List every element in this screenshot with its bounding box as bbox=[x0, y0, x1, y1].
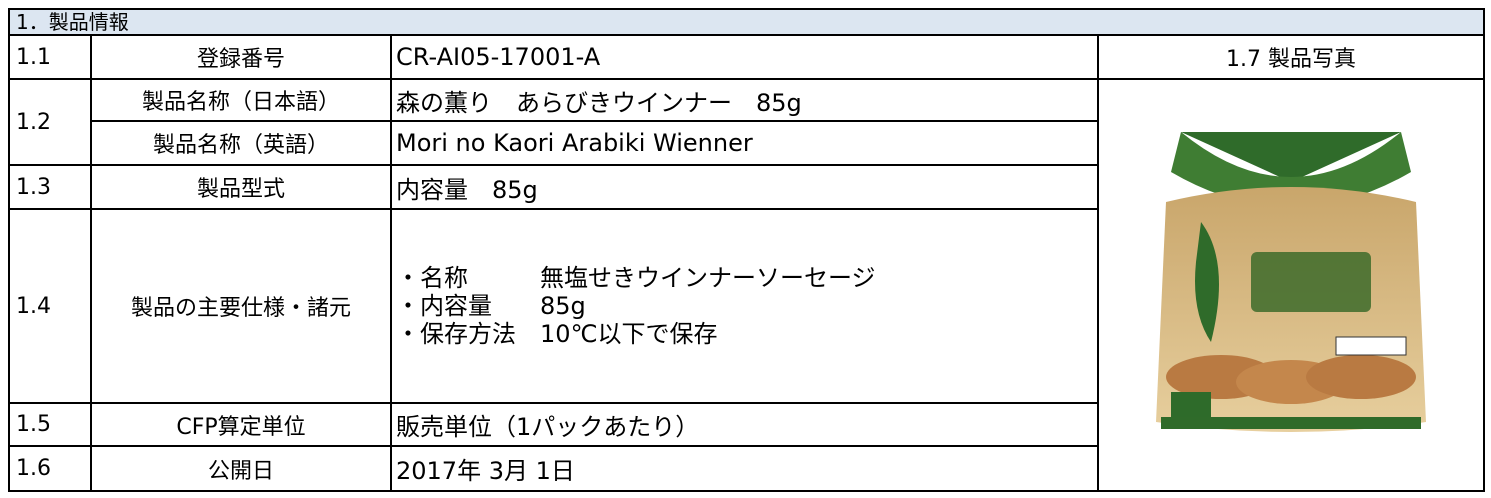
table-row: 1.6 公開日 2017年 3月 1日 bbox=[8, 445, 1484, 492]
row-number: 1.3 bbox=[8, 164, 92, 210]
row-value: 内容量 85g bbox=[390, 164, 1099, 210]
row-value: Mori no Kaori Arabiki Wienner bbox=[390, 120, 1099, 166]
spec-line: ・内容量 85g bbox=[396, 292, 586, 320]
row-value: 森の薫り あらびきウインナー 85g bbox=[390, 78, 1099, 122]
photo-cell bbox=[1096, 78, 1486, 492]
row-label: 公開日 bbox=[90, 445, 392, 492]
product-photo bbox=[1156, 132, 1427, 432]
row-value: ・名称 無塩せきウインナーソーセージ ・内容量 85g ・保存方法 10℃以下で保存 bbox=[390, 208, 1099, 404]
row-value: 2017年 3月 1日 bbox=[390, 445, 1099, 492]
table-row: 1.5 CFP算定単位 販売単位（1パックあたり） bbox=[8, 402, 1484, 447]
row-number: 1.1 bbox=[8, 34, 92, 80]
table-row: 製品名称（英語） Mori no Kaori Arabiki Wienner bbox=[9, 120, 1484, 166]
table-row: 1.2 製品名称（日本語） 森の薫り あらびきウインナー 85g bbox=[8, 78, 1486, 492]
spec-line: ・保存方法 10℃以下で保存 bbox=[396, 320, 718, 348]
row-label: 製品の主要仕様・諸元 bbox=[90, 208, 392, 404]
photo-header: 1.7 製品写真 bbox=[1096, 34, 1486, 80]
row-number: 1.4 bbox=[8, 208, 92, 404]
spec-line: ・名称 無塩せきウインナーソーセージ bbox=[396, 264, 876, 292]
row-number: 1.5 bbox=[8, 402, 92, 447]
row-label: 製品型式 bbox=[90, 164, 392, 210]
row-label: 登録番号 bbox=[90, 34, 392, 80]
row-label: 製品名称（日本語） bbox=[90, 78, 392, 122]
row-label: 製品名称（英語） bbox=[90, 120, 392, 166]
row-value: 販売単位（1パックあたり） bbox=[390, 402, 1099, 447]
table-body: 1．製品情報 1.1 登録番号 CR-AI05-17001-A 1.7 製品写真 1.2… bbox=[7, 8, 1486, 492]
row-value: CR-AI05-17001-A bbox=[390, 34, 1099, 80]
row-number: 1.2 bbox=[8, 78, 92, 166]
row-label: CFP算定単位 bbox=[90, 402, 392, 447]
section-title: 1．製品情報 bbox=[7, 8, 1486, 36]
table-row: 1.3 製品型式 内容量 85g bbox=[8, 164, 1484, 210]
section-row: 1．製品情報 bbox=[7, 8, 1486, 36]
table-row: 1.4 製品の主要仕様・諸元 ・名称 無塩せきウインナーソーセージ ・内容量 85g ・… bbox=[8, 208, 1484, 404]
row-number: 1.6 bbox=[8, 445, 92, 492]
product-table: 1．製品情報 1.1 登録番号 CR-AI05-17001-A 1.7 製品写真 1.2… bbox=[7, 8, 1486, 492]
table-row: 1.1 登録番号 CR-AI05-17001-A 1.7 製品写真 bbox=[8, 34, 1486, 80]
